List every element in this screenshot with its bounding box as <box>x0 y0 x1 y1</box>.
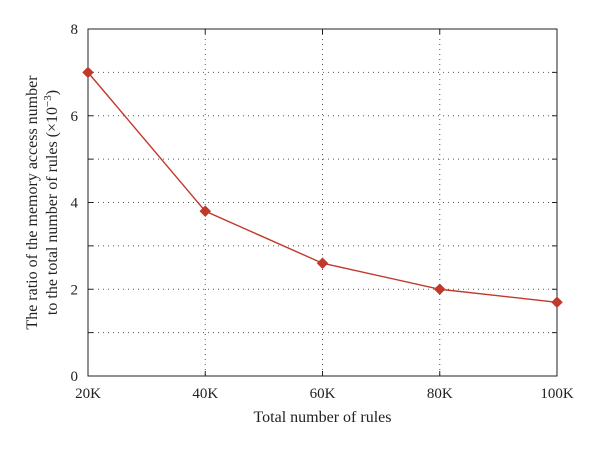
y-axis-title-exponent: −3 <box>42 95 54 107</box>
x-axis-title: Total number of rules <box>254 409 392 426</box>
x-tick-label: 20K <box>75 386 101 402</box>
y-axis-title-line2-prefix: to the total number of rules (×10 <box>44 107 61 315</box>
data-point <box>433 283 446 296</box>
y-tick-label: 6 <box>71 109 79 125</box>
y-tick-labels: 0 2 4 6 8 <box>71 22 79 385</box>
axis-ticks <box>87 28 558 377</box>
y-axis-title-line2: to the total number of rules (×10−3) <box>42 90 61 315</box>
grid <box>88 29 557 376</box>
y-axis-title-line2-suffix: ) <box>44 90 61 95</box>
x-tick-label: 40K <box>192 386 218 402</box>
x-tick-labels: 20K 40K 60K 80K 100K <box>75 386 574 402</box>
x-tick-label: 100K <box>540 386 574 402</box>
y-tick-label: 0 <box>71 369 79 385</box>
x-tick-label: 80K <box>427 386 453 402</box>
data-point <box>82 66 94 79</box>
y-axis-title-line1: The ratio of the memory access number <box>24 75 41 330</box>
y-tick-label: 2 <box>71 282 79 298</box>
data-point <box>316 257 329 270</box>
series <box>82 66 563 309</box>
y-tick-label: 8 <box>71 22 79 38</box>
x-tick-label: 60K <box>310 386 336 402</box>
data-point <box>199 205 212 218</box>
data-point <box>551 296 563 309</box>
y-tick-label: 4 <box>71 196 79 212</box>
y-axis-title: The ratio of the memory access number to… <box>24 75 61 330</box>
